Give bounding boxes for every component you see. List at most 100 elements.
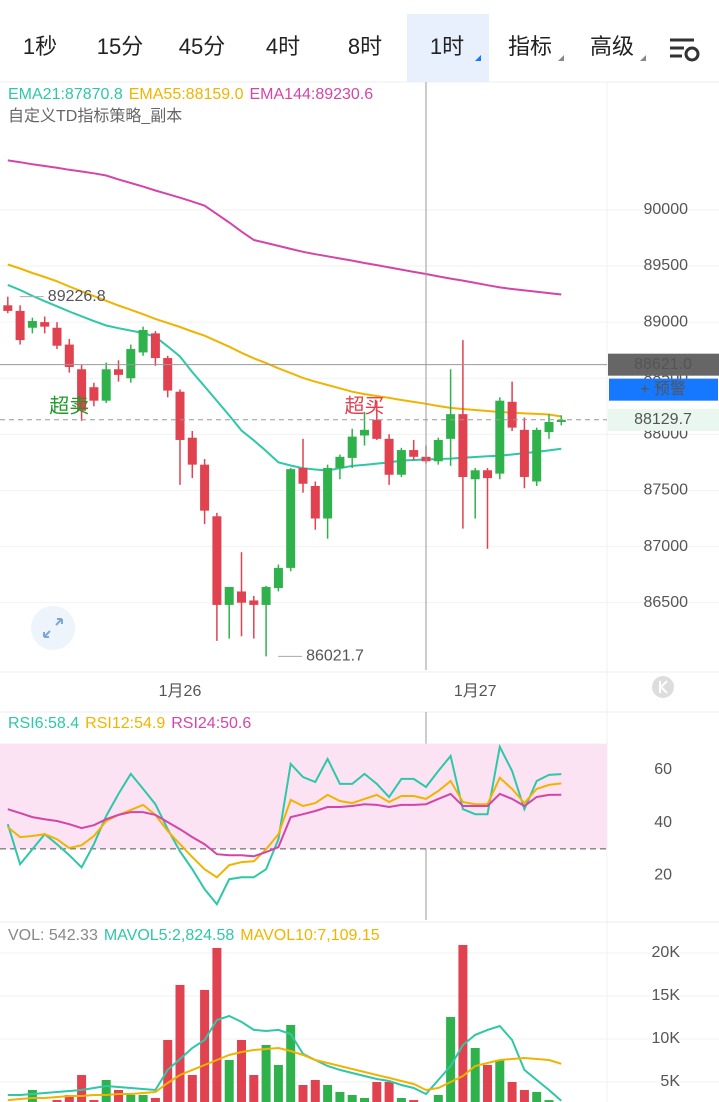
volume-bar bbox=[273, 1064, 283, 1102]
tab[interactable]: 8时 bbox=[348, 34, 382, 59]
legend-entry: MAVOL5:2,824.58 bbox=[104, 927, 235, 944]
settings-gear[interactable] bbox=[684, 46, 700, 62]
tab[interactable]: 高级 bbox=[590, 34, 634, 59]
collapse-button[interactable] bbox=[652, 676, 674, 698]
settings-button[interactable] bbox=[670, 38, 700, 62]
candle-body bbox=[360, 429, 369, 436]
legend-entry: RSI24:50.6 bbox=[171, 715, 251, 732]
signal-marker: 超卖 bbox=[49, 394, 89, 417]
extreme-label: 89226.8 bbox=[48, 288, 106, 305]
dropdown-triangle[interactable] bbox=[640, 55, 646, 61]
volume-bar bbox=[458, 944, 468, 1102]
active-tab-bg[interactable] bbox=[407, 14, 489, 82]
chart-panel: 20 40 60 RSI6:58.4 RSI12:54.9 RSI24:50.6 bbox=[0, 715, 672, 907]
volume-bar bbox=[249, 1075, 259, 1102]
legend-entry: RSI6:58.4 bbox=[8, 715, 79, 732]
settings-icon[interactable] bbox=[670, 38, 694, 58]
candle-body bbox=[114, 369, 123, 375]
volume-bar bbox=[372, 1081, 382, 1102]
candle-body bbox=[89, 387, 99, 401]
alert-button-bg[interactable] bbox=[609, 378, 718, 401]
extreme-label: 86021.7 bbox=[306, 648, 364, 665]
alert-button[interactable]: + 预警 bbox=[609, 378, 718, 401]
volume-bar bbox=[286, 1024, 296, 1102]
volume-bar bbox=[507, 1081, 517, 1102]
expand-circle[interactable] bbox=[31, 606, 75, 650]
candle-body bbox=[470, 470, 480, 480]
candle-body bbox=[495, 400, 505, 474]
volume-bar bbox=[519, 1089, 529, 1102]
candle-body bbox=[27, 321, 37, 328]
expand-icon[interactable] bbox=[43, 618, 63, 638]
volume-bar bbox=[187, 1075, 197, 1102]
y-tick-label: 89500 bbox=[644, 257, 689, 274]
collapse-circle[interactable] bbox=[652, 676, 674, 698]
volume-bar bbox=[310, 1080, 320, 1102]
candle-body bbox=[298, 468, 308, 484]
volume-bar bbox=[101, 1080, 111, 1102]
volume-bar bbox=[175, 984, 185, 1102]
candle-body bbox=[77, 369, 87, 411]
y-tick-label: 87000 bbox=[644, 538, 689, 555]
candle-body bbox=[372, 419, 382, 439]
dropdown-triangle[interactable] bbox=[475, 55, 481, 61]
candle-body bbox=[52, 327, 62, 346]
volume-bar bbox=[323, 1085, 333, 1102]
volume-bar bbox=[470, 1048, 480, 1102]
y-tick-label: 5K bbox=[660, 1073, 680, 1090]
volume-bar bbox=[200, 989, 210, 1102]
indicator-line bbox=[7, 263, 562, 418]
tab[interactable]: 1秒 bbox=[23, 34, 57, 59]
crosshair-price-tag bbox=[608, 353, 719, 376]
tab[interactable]: 指标 bbox=[508, 34, 552, 59]
indicator-line bbox=[6, 743, 562, 907]
candle-body bbox=[249, 600, 259, 605]
signal-marker: 超买 bbox=[345, 394, 385, 417]
candle-body bbox=[200, 464, 210, 511]
alert-button-label[interactable]: + 预警 bbox=[640, 380, 686, 398]
legend-entry: MAVOL10:7,109.15 bbox=[240, 927, 379, 944]
candle-body bbox=[101, 369, 111, 401]
collapse-icon[interactable] bbox=[659, 680, 668, 694]
candle-body bbox=[273, 567, 283, 589]
indicator-line bbox=[7, 159, 562, 296]
chart-panel: 5K 10K 15K 20K VOL: 542.33 MAVOL5:2,824.58 MAV… bbox=[0, 927, 719, 1102]
dropdown-triangle[interactable] bbox=[558, 55, 564, 61]
crosshair-price-label: 88621.0 bbox=[634, 356, 692, 373]
y-tick-label: 20K bbox=[652, 944, 681, 961]
candle-body bbox=[396, 450, 406, 475]
tab[interactable]: 1时 bbox=[430, 34, 464, 59]
y-tick-label: 40 bbox=[654, 814, 672, 831]
candle-body bbox=[15, 310, 25, 341]
x-tick-label: 1月27 bbox=[454, 683, 497, 700]
candle-body bbox=[310, 485, 320, 519]
volume-bar bbox=[224, 1059, 234, 1102]
tab[interactable]: 4时 bbox=[266, 34, 300, 59]
charts: 8650087000875008800088500890008950090000… bbox=[0, 82, 719, 1102]
indicator-line bbox=[7, 283, 562, 472]
candle-body bbox=[446, 414, 456, 439]
candle-body bbox=[519, 429, 529, 477]
candle-body bbox=[532, 429, 542, 482]
volume-bar bbox=[114, 1089, 123, 1102]
candle-body bbox=[384, 438, 394, 475]
expand-button[interactable] bbox=[31, 606, 75, 650]
legend-entry: EMA144:89230.6 bbox=[250, 86, 374, 103]
y-tick-label: 89000 bbox=[644, 313, 689, 330]
volume-bar bbox=[298, 1085, 308, 1102]
tab[interactable]: 15分 bbox=[97, 34, 143, 59]
volume-bar bbox=[396, 1097, 406, 1102]
volume-bar bbox=[64, 1094, 74, 1102]
candle-body bbox=[163, 358, 173, 391]
volume-bar bbox=[446, 1016, 456, 1102]
y-tick-label: 86500 bbox=[644, 594, 689, 611]
y-tick-label: 15K bbox=[652, 987, 681, 1004]
volume-bar bbox=[237, 1040, 246, 1102]
candle-body bbox=[237, 591, 246, 603]
indicator-line bbox=[7, 1046, 562, 1102]
candle-body bbox=[224, 586, 234, 605]
volume-bar bbox=[138, 1094, 148, 1102]
tab[interactable]: 45分 bbox=[179, 34, 225, 59]
